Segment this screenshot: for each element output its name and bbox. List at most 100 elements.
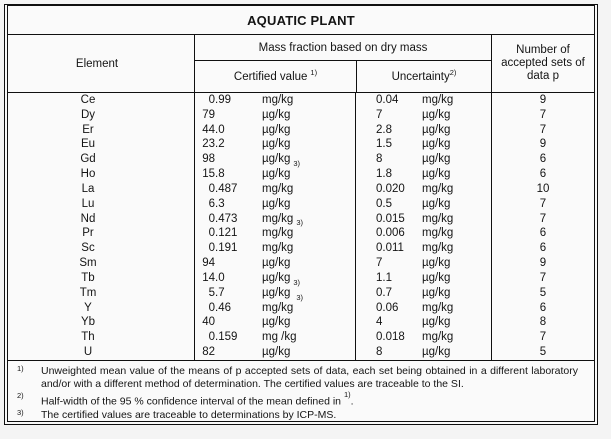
footnote-2-text: Half-width of the 95 % confidence interv…: [41, 395, 344, 407]
certified-value-note-ref: 3): [296, 292, 303, 302]
certified-value-integer: 6: [208, 197, 215, 210]
certified-value-unit: µg/kg: [262, 257, 291, 270]
accepted-sets-cell: 7: [491, 107, 594, 123]
uncertainty-value: 0.7: [376, 286, 392, 299]
certified-value-unit: µg/kg: [262, 271, 291, 284]
accepted-sets-cell: 7: [491, 270, 594, 286]
footnote-3-marker: 3): [17, 407, 24, 417]
certified-value-integer: 79: [202, 108, 215, 121]
certified-value-integer: 0: [208, 94, 215, 106]
uncertainty-unit: mg/kg: [422, 227, 454, 240]
accepted-sets-cell: 7: [491, 330, 594, 346]
table-row: Ce 0.99 mg/kg 0.04 mg/kg 9: [8, 93, 594, 108]
certified-value-unit: µg/kg: [262, 286, 291, 299]
certified-value-cell: 0.191 mg/kg: [194, 241, 355, 257]
certified-value-integer: 15: [202, 168, 215, 181]
uncertainty-cell: 1.8 µg/kg: [355, 167, 491, 182]
certified-value-note-ref: 3): [293, 277, 301, 287]
uncertainty-unit: µg/kg: [422, 316, 451, 329]
uncertainty-cell: 0.011 mg/kg: [355, 241, 491, 257]
certified-value-cell: 0.99 mg/kg: [194, 93, 355, 108]
accepted-sets-cell: 6: [491, 241, 594, 257]
footnote-1-text: Unweighted mean value of the means of p …: [41, 364, 578, 390]
certified-value-fraction: [215, 108, 262, 123]
certified-value-unit: mg/kg: [262, 301, 294, 314]
certified-value-cell: 79 µg/kg: [194, 107, 355, 123]
certified-value-unit: µg/kg: [262, 168, 291, 181]
element-cell: Sm: [79, 257, 97, 270]
uncertainty-value: 0.5: [376, 197, 392, 210]
certified-value-integer: 5: [208, 286, 215, 299]
element-cell: Ho: [80, 168, 96, 181]
element-cell: Tm: [79, 286, 97, 299]
footnote-3: 3) The certified values are traceable to …: [14, 407, 578, 422]
table-row: Lu 6.3 µg/kg 0.5 µg/kg 7: [8, 196, 594, 212]
uncertainty-value: 8: [376, 346, 383, 359]
element-cell: Yb: [80, 316, 96, 329]
sets-header-line-1: Number of: [516, 44, 570, 56]
table-row: Er 44.0 µg/kg 2.8 µg/kg 7: [8, 122, 594, 138]
certified-value-footnote-ref: 1): [310, 68, 318, 77]
certified-value-unit: mg /kg: [262, 331, 297, 344]
certified-value-cell: 14.0 µg/kg: [194, 270, 355, 286]
accepted-sets-cell: 9: [491, 137, 594, 153]
accepted-sets-cell: 7: [491, 196, 594, 212]
accepted-sets-cell: 5: [491, 285, 594, 301]
accepted-sets-cell: 9: [491, 93, 594, 108]
certified-value-integer: 0: [208, 182, 215, 195]
uncertainty-cell: 8 µg/kg: [355, 152, 491, 168]
footnote-1-marker: 1): [17, 363, 24, 373]
accepted-sets-cell: 8: [491, 315, 594, 331]
uncertainty-unit: µg/kg: [422, 108, 451, 121]
uncertainty-value: 1.1: [376, 271, 392, 284]
uncertainty-unit: mg/kg: [422, 301, 454, 314]
uncertainty-unit: mg/kg: [422, 94, 454, 106]
certified-value-note-ref: 3): [293, 159, 301, 169]
sets-header-line-2: accepted sets of: [501, 57, 585, 69]
uncertainty-unit: µg/kg: [422, 257, 451, 270]
uncertainty-value: 0.020: [376, 182, 405, 195]
uncertainty-value: 0.018: [376, 331, 405, 344]
col-header-element: Element: [75, 57, 119, 70]
certified-value-fraction: .7: [215, 286, 225, 299]
certified-value-integer: 14: [202, 271, 215, 284]
uncertainty-unit: µg/kg: [422, 286, 451, 299]
table-body: Ce 0.99 mg/kg 0.04 mg/kg 9 Dy 79 µg/kg 7 µg/…: [8, 93, 594, 360]
element-cell: Dy: [80, 108, 96, 121]
certified-value-cell: 23.2 µg/kg: [194, 137, 355, 153]
element-cell: Th: [81, 331, 95, 344]
accepted-sets-cell: 7: [491, 211, 594, 227]
uncertainty-unit: mg/kg: [422, 331, 454, 344]
certified-value-fraction: .8: [215, 168, 225, 181]
uncertainty-cell: 0.015 mg/kg: [355, 211, 491, 227]
accepted-sets-cell: 6: [491, 300, 594, 316]
uncertainty-label: Uncertainty: [391, 70, 450, 83]
element-cell: Lu: [81, 197, 95, 210]
certified-value-integer: 98: [202, 153, 215, 166]
sets-header-line-3: data p: [527, 70, 559, 82]
uncertainty-cell: 0.006 mg/kg: [355, 226, 491, 242]
footnote-3-text: The certified values are traceable to de…: [41, 408, 337, 421]
certified-value-cell: 40 µg/kg: [194, 315, 355, 331]
uncertainty-unit: mg/kg: [422, 242, 454, 255]
table-row: Yb 40 µg/kg 4 µg/kg 8: [8, 315, 594, 331]
certified-value-cell: 0.473 mg/kg: [194, 211, 355, 227]
table-row: Y 0.46 mg/kg 3) 0.06 mg/kg 6: [8, 292, 594, 316]
certified-value-unit: µg/kg: [262, 197, 291, 210]
certified-value-fraction: .487: [215, 182, 238, 195]
certified-value-integer: 0: [208, 301, 215, 314]
uncertainty-value: 0.006: [376, 227, 405, 240]
col-header-mass-fraction: Mass fraction based on dry mass: [195, 35, 491, 61]
certified-value-unit: mg/kg: [262, 212, 294, 225]
certified-value-fraction: .0: [215, 271, 225, 284]
certified-value-cell: 15.8 µg/kg 3): [194, 159, 355, 182]
uncertainty-value: 0.06: [376, 301, 399, 314]
table-row: La 0.487 mg/kg 0.020 mg/kg 10: [8, 181, 594, 197]
uncertainty-unit: µg/kg: [422, 168, 451, 181]
uncertainty-cell: 0.5 µg/kg: [355, 196, 491, 212]
certified-value-unit: µg/kg: [262, 138, 291, 151]
col-header-certified-value: Certified value 1): [195, 61, 356, 92]
certified-value-fraction: .0: [215, 123, 225, 136]
accepted-sets-cell: 10: [491, 181, 594, 197]
uncertainty-value: 0.015: [376, 212, 405, 225]
